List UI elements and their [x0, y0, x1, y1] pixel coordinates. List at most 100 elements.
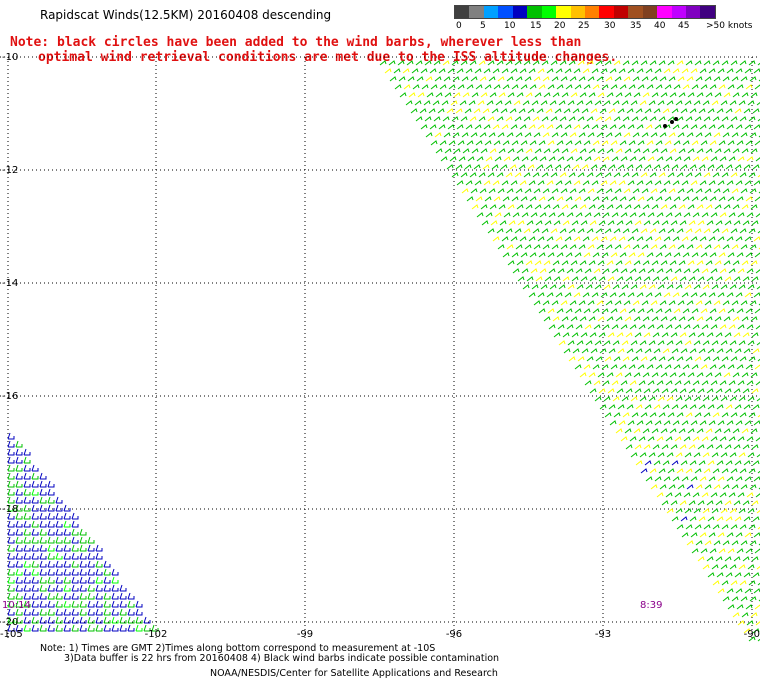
- wind-barb: [15, 624, 23, 632]
- wind-barb: [614, 188, 622, 194]
- wind-barb: [726, 236, 734, 242]
- wind-barb: [555, 236, 563, 242]
- wind-barb: [702, 340, 710, 346]
- wind-barb: [719, 380, 727, 386]
- wind-barb: [688, 388, 696, 394]
- wind-barb: [737, 212, 745, 218]
- wind-barb: [666, 100, 674, 106]
- wind-barb: [475, 196, 483, 202]
- wind-barb: [95, 616, 103, 624]
- wind-barb: [23, 496, 31, 504]
- wind-barb: [514, 228, 522, 234]
- wind-barb: [585, 284, 593, 290]
- wind-barb: [87, 584, 95, 592]
- wind-barb: [434, 76, 442, 82]
- wind-barb: [655, 140, 663, 146]
- wind-barb: [665, 156, 673, 162]
- wind-barb: [619, 308, 627, 314]
- wind-barb: [457, 84, 465, 90]
- wind-barb: [587, 132, 595, 138]
- wind-barb: [612, 100, 620, 106]
- wind-barb: [695, 244, 703, 250]
- wind-barb: [697, 444, 705, 450]
- wind-barb: [461, 132, 469, 138]
- wind-barb: [618, 236, 626, 242]
- wind-barb: [589, 220, 597, 226]
- wind-barb: [645, 292, 653, 298]
- wind-barb: [39, 472, 47, 480]
- wind-barb: [745, 196, 753, 202]
- wind-barb: [680, 460, 688, 466]
- wind-barb: [685, 116, 693, 122]
- wind-barb: [700, 308, 708, 314]
- wind-barb: [443, 132, 451, 138]
- wind-barb: [71, 536, 79, 544]
- wind-barb: [698, 108, 706, 114]
- wind-barb: [525, 92, 533, 98]
- wind-barb: [696, 92, 704, 98]
- wind-barb: [15, 584, 23, 592]
- wind-barb: [429, 124, 437, 130]
- wind-barb: [521, 156, 529, 162]
- wind-barb: [624, 260, 632, 266]
- wind-barb: [697, 220, 705, 226]
- wind-barb: [7, 432, 15, 440]
- wind-barb: [713, 188, 721, 194]
- wind-barb: [593, 380, 601, 386]
- wind-barb: [665, 380, 673, 386]
- wind-barb: [748, 468, 756, 474]
- wind-barb: [559, 116, 567, 122]
- wind-barb: [412, 84, 420, 90]
- wind-barb: [87, 536, 95, 544]
- wind-barb: [667, 60, 675, 66]
- wind-barb: [599, 108, 607, 114]
- wind-barb: [532, 172, 540, 178]
- wind-barb: [751, 276, 759, 282]
- wind-barb: [727, 252, 735, 258]
- wind-barb: [31, 536, 39, 544]
- wind-barb: [647, 380, 655, 386]
- wind-barb: [622, 60, 630, 66]
- wind-barb: [686, 188, 694, 194]
- wind-barb: [711, 100, 719, 106]
- wind-barb: [676, 172, 684, 178]
- wind-barb: [645, 420, 653, 426]
- wind-barb: [573, 292, 581, 298]
- wind-barb: [740, 540, 748, 546]
- wind-barb: [63, 544, 71, 552]
- wind-barb: [55, 600, 63, 608]
- wind-barb: [739, 356, 747, 362]
- wind-barb: [453, 92, 461, 98]
- wind-barb: [601, 140, 609, 146]
- wind-barb: [710, 268, 718, 274]
- wind-barb: [15, 464, 23, 472]
- wind-barb: [696, 372, 704, 378]
- wind-barb: [645, 236, 653, 242]
- wind-barb: [39, 536, 47, 544]
- wind-barb: [7, 568, 15, 576]
- wind-barb: [608, 108, 616, 114]
- wind-barb: [734, 348, 742, 354]
- wind-barb: [753, 420, 760, 426]
- wind-barb: [746, 156, 754, 162]
- wind-barb: [744, 292, 752, 298]
- wind-barb: [446, 108, 454, 114]
- wind-barb: [713, 76, 721, 82]
- wind-barb: [424, 60, 432, 66]
- wind-barb: [499, 220, 507, 226]
- wind-barb: [598, 332, 606, 338]
- wind-barb: [730, 356, 738, 362]
- wind-barb: [569, 244, 577, 250]
- wind-barb: [751, 444, 759, 450]
- west-swath-time: 10:14: [2, 600, 31, 611]
- wind-barb: [568, 60, 576, 66]
- wind-barb: [547, 84, 555, 90]
- wind-barb: [388, 60, 396, 66]
- wind-barb: [674, 436, 682, 442]
- wind-barb: [661, 220, 669, 226]
- wind-barb: [7, 480, 15, 488]
- wind-barb: [661, 332, 669, 338]
- wind-barb: [664, 196, 672, 202]
- colorbar-label: 20: [554, 21, 566, 31]
- wind-barb: [743, 572, 751, 578]
